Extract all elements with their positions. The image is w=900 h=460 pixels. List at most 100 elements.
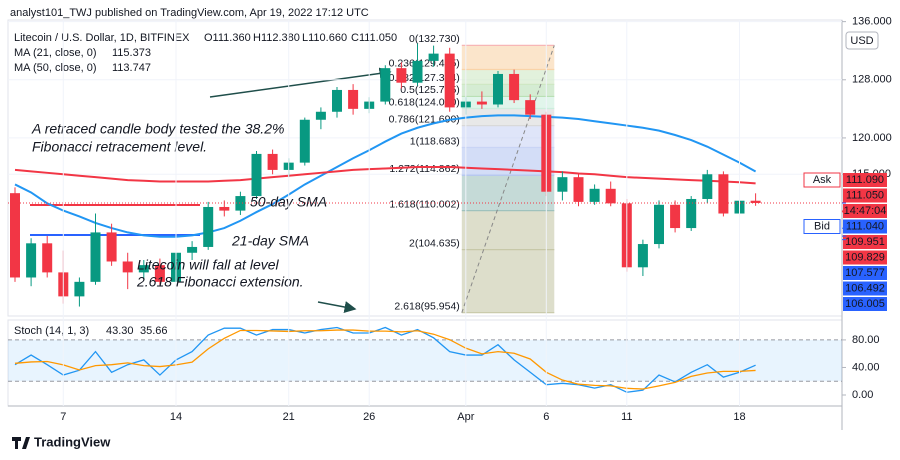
candle-body <box>589 188 600 202</box>
fib-band <box>461 69 555 85</box>
arrow <box>209 67 392 98</box>
candle-body <box>476 101 487 105</box>
candle-body <box>702 174 713 199</box>
candle-body <box>203 206 214 247</box>
candle-body <box>396 68 407 83</box>
fib-label: 1.618(110.002) <box>389 198 459 210</box>
candle-body <box>90 232 101 282</box>
x-tick-label: 7 <box>60 411 66 423</box>
candle-body <box>219 206 230 211</box>
x-tick-label: 21 <box>283 411 295 423</box>
candle-body <box>750 200 761 203</box>
y-tick-label: 40.00 <box>852 361 880 373</box>
x-tick-label: 26 <box>363 411 375 423</box>
ma-legend-name: MA (21, close, 0) <box>14 47 97 59</box>
fib-band <box>461 175 555 211</box>
price-tag <box>843 281 887 296</box>
publish-header: analyst101_TWJ published on TradingView.… <box>10 7 369 19</box>
stoch-band <box>8 339 842 382</box>
stoch-line <box>14 326 756 393</box>
annotation: Litecoin will fall at level <box>137 257 280 273</box>
fib-label: 0.236(129.415) <box>389 57 460 69</box>
x-tick-label: 6 <box>543 411 549 423</box>
x-tick-label: 14 <box>170 411 182 423</box>
annotation: Fibonacci retracement level. <box>32 139 207 155</box>
x-tick-label: 11 <box>621 411 632 423</box>
price-tag <box>843 188 887 203</box>
price-tag <box>843 173 887 187</box>
candle-body <box>138 265 149 273</box>
price-tag-label: 111.040 <box>846 220 884 232</box>
fib-band <box>461 125 555 148</box>
candle-body <box>26 243 37 278</box>
price-tag <box>843 250 887 265</box>
fib-band <box>461 249 555 313</box>
candle-body <box>444 53 455 108</box>
candle-body <box>348 89 359 109</box>
price-tag-name: Bid <box>814 220 830 232</box>
price-tag-name-box <box>803 219 841 234</box>
candle-body <box>670 204 681 229</box>
candle-body <box>187 246 198 253</box>
candle-body <box>154 265 165 282</box>
stoch-legend-value: 43.30 <box>106 325 134 337</box>
candle-body <box>509 73 520 101</box>
price-tag-name-box <box>803 172 841 188</box>
candle-body <box>42 243 53 273</box>
candle-body <box>74 281 85 297</box>
price-tag-label: 106.492 <box>845 282 885 294</box>
candle-body <box>605 188 616 204</box>
ohlc-label: C111.050 <box>351 32 397 44</box>
fib-label: 2.618(95.954) <box>394 300 459 312</box>
candle-body <box>267 153 278 170</box>
annotation: 21-day SMA <box>231 233 309 249</box>
fib-label: 0.618(124.050) <box>389 96 460 108</box>
price-tag-label: 14:47:04 <box>844 205 887 217</box>
price-tag-label: 107.577 <box>845 267 885 279</box>
ohlc-label: H112.380 <box>253 32 300 44</box>
candle-body <box>493 73 503 105</box>
fib-band <box>461 210 555 250</box>
candle-body <box>557 177 568 192</box>
symbol-title: Litecoin / U.S. Dollar, 1D, BITFINEX <box>14 32 190 44</box>
price-tag <box>843 235 887 249</box>
fib-label: 0(132.730) <box>409 33 460 45</box>
x-tick-label: Apr <box>457 411 474 423</box>
price-tag-label: 109.951 <box>845 236 885 248</box>
price-tag-label: 106.005 <box>845 298 885 310</box>
candle-body <box>106 232 117 262</box>
ma-legend-value: 113.747 <box>112 62 151 74</box>
tradingview-logo: TradingView <box>12 434 111 449</box>
currency: USD <box>850 35 873 47</box>
fib-band <box>461 45 555 70</box>
y-tick-label: 0.00 <box>852 389 873 401</box>
price-tag <box>843 297 887 311</box>
ma-line <box>14 166 756 185</box>
candle-body <box>315 111 326 120</box>
stoch-legend-value: 35.66 <box>140 325 168 337</box>
price-tag-label: 111.050 <box>846 189 884 201</box>
candle-body <box>332 89 342 112</box>
x-tick-label: 18 <box>733 411 745 423</box>
candle-body <box>380 68 391 102</box>
candle-body <box>718 174 729 214</box>
currency-box[interactable] <box>845 31 879 50</box>
annotation: A retraced candle body tested the 38.2% <box>31 121 284 137</box>
price-tag <box>843 219 887 234</box>
candle-body <box>654 204 664 245</box>
fib-label: 1.272(114.862) <box>389 163 459 175</box>
candle-body <box>428 53 439 61</box>
stoch-title: Stoch (14, 1, 3) <box>14 325 89 337</box>
y-tick-label: 128.000 <box>852 74 892 86</box>
ma-legend-value: 115.373 <box>112 47 151 59</box>
arrow <box>317 301 357 313</box>
fib-label: 1(118.683) <box>410 135 460 147</box>
fib-band <box>461 84 555 97</box>
ohlc-label: O111.360 <box>204 32 251 44</box>
fib-band <box>461 96 555 109</box>
candle-body <box>251 153 262 197</box>
y-tick-label: 120.000 <box>852 132 892 144</box>
price-tag-label: 111.090 <box>846 174 884 186</box>
fib-trend <box>461 45 555 313</box>
y-tick-label: 136.000 <box>852 16 892 28</box>
